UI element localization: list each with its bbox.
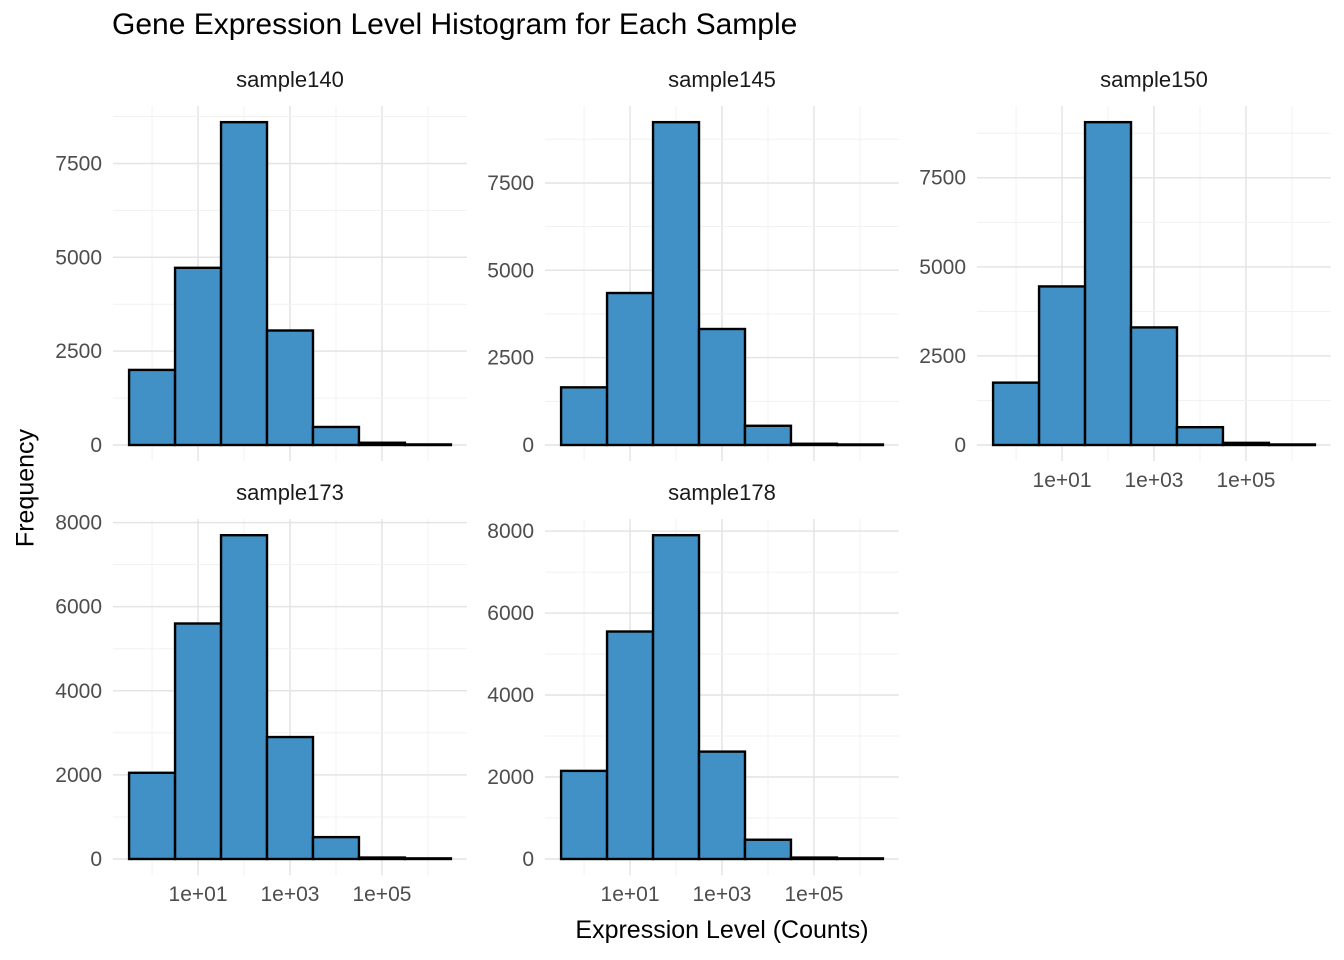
y-tick-label: 7500 xyxy=(55,152,102,175)
hist-bar xyxy=(559,769,609,861)
hist-bar xyxy=(311,835,361,861)
x-axis-title: Expression Level (Counts) xyxy=(575,916,869,944)
hist-bar xyxy=(697,750,747,861)
y-tick-label: 2000 xyxy=(487,766,534,789)
facet-sample145: sample145 0 2500 5000 7500 xyxy=(487,67,899,462)
hist-bar xyxy=(743,424,793,447)
y-tick-label: 6000 xyxy=(55,596,102,619)
x-tick-label: 1e+05 xyxy=(352,883,411,906)
hist-bar xyxy=(1129,326,1179,447)
y-tick-label: 5000 xyxy=(919,256,966,279)
hist-bar xyxy=(357,856,407,861)
y-tick-label: 8000 xyxy=(487,520,534,543)
facet-strip-title: sample173 xyxy=(236,480,344,505)
x-tick-label: 1e+03 xyxy=(261,883,320,906)
y-tick-label: 0 xyxy=(90,848,102,871)
y-tick-label: 2500 xyxy=(487,347,534,370)
hist-bar xyxy=(173,622,223,861)
hist-bar xyxy=(173,266,223,447)
hist-bar xyxy=(1175,425,1225,447)
x-tick-label: 1e+01 xyxy=(601,883,660,906)
hist-bar xyxy=(789,442,839,447)
facet-sample173: sample173 0 2000 4000 6000 8000 1e+01 1e+03 1e+0… xyxy=(55,480,467,906)
hist-bar xyxy=(789,856,839,861)
facet-strip-title: sample145 xyxy=(668,67,776,92)
y-tick-label: 0 xyxy=(522,434,534,457)
y-tick-label: 4000 xyxy=(487,684,534,707)
hist-bar xyxy=(605,291,655,447)
hist-bar xyxy=(1267,443,1317,447)
y-tick-label: 6000 xyxy=(487,602,534,625)
y-tick-label: 0 xyxy=(522,848,534,871)
y-tick-label: 8000 xyxy=(55,512,102,535)
y-tick-label: 7500 xyxy=(487,172,534,195)
hist-bar xyxy=(219,120,269,447)
facet-sample140: sample140 0 2500 5000 7500 xyxy=(55,67,467,462)
y-tick-label: 2500 xyxy=(919,345,966,368)
hist-bar xyxy=(743,838,793,861)
hist-bar xyxy=(403,857,453,861)
hist-bar xyxy=(127,368,177,447)
x-tick-label: 1e+01 xyxy=(169,883,228,906)
y-axis-title: Frequency xyxy=(11,428,40,548)
hist-bar xyxy=(835,857,885,861)
y-tick-label: 4000 xyxy=(55,680,102,703)
y-tick-label: 7500 xyxy=(919,167,966,190)
hist-bar xyxy=(1083,120,1133,447)
facet-sample150: sample150 0 2500 5000 7500 1e+01 1e+03 1e+05 xyxy=(919,67,1331,492)
hist-bar xyxy=(1037,285,1087,447)
hist-bar xyxy=(311,425,361,447)
hist-bar xyxy=(651,120,701,447)
facet-sample178: sample178 0 2000 4000 6000 8000 1e+01 1e+03 1e+0… xyxy=(487,480,899,906)
hist-bar xyxy=(835,443,885,447)
facet-strip-title: sample150 xyxy=(1100,67,1208,92)
x-tick-label: 1e+03 xyxy=(693,883,752,906)
hist-bar xyxy=(991,381,1041,447)
y-tick-label: 5000 xyxy=(487,259,534,282)
hist-bar xyxy=(357,441,407,447)
hist-bar xyxy=(559,386,609,447)
y-tick-label: 2500 xyxy=(55,340,102,363)
x-tick-label: 1e+03 xyxy=(1125,469,1184,492)
hist-bar xyxy=(651,533,701,861)
hist-bar xyxy=(1221,441,1271,447)
hist-bar xyxy=(265,735,315,861)
hist-bar xyxy=(127,771,177,861)
x-tick-label: 1e+05 xyxy=(1216,469,1275,492)
x-tick-label: 1e+01 xyxy=(1033,469,1092,492)
y-tick-label: 2000 xyxy=(55,764,102,787)
x-tick-label: 1e+05 xyxy=(784,883,843,906)
hist-bar xyxy=(403,443,453,447)
facet-strip-title: sample140 xyxy=(236,67,344,92)
chart-title: Gene Expression Level Histogram for Each… xyxy=(112,8,798,41)
y-tick-label: 5000 xyxy=(55,246,102,269)
hist-bar xyxy=(265,329,315,447)
facet-strip-title: sample178 xyxy=(668,480,776,505)
y-tick-label: 0 xyxy=(90,434,102,457)
hist-bar xyxy=(605,630,655,861)
hist-bar xyxy=(697,327,747,447)
y-tick-label: 0 xyxy=(954,434,966,457)
hist-bar xyxy=(219,533,269,861)
